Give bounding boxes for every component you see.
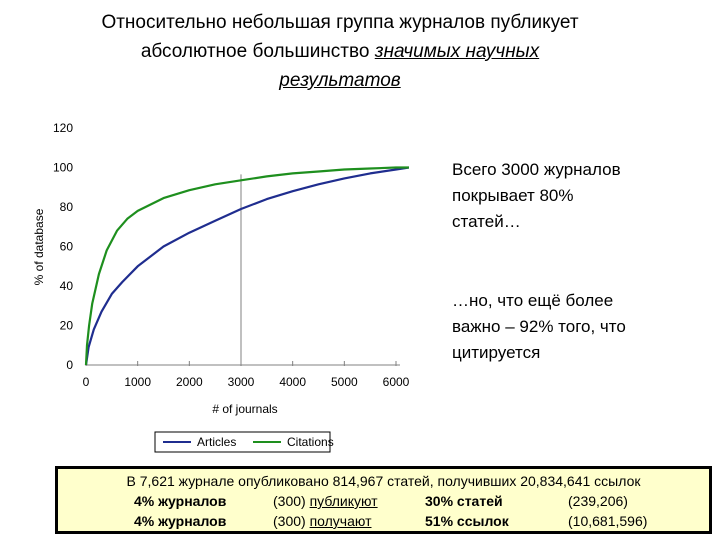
y-tick-label: 20 <box>60 319 74 333</box>
title-line-3-emphasis: результатов <box>279 70 401 91</box>
legend-entry: Citations <box>287 435 334 449</box>
annotation-citations-line: цитируется <box>452 343 541 362</box>
summary-verb: публикуют <box>309 493 378 509</box>
summary-count-value: (300) <box>273 493 306 509</box>
x-tick-label: 2000 <box>176 375 203 389</box>
summary-count: (300) публикуют <box>273 493 378 509</box>
summary-count-value: (300) <box>273 513 306 529</box>
summary-percent: 51% ссылок <box>425 513 509 529</box>
y-tick-label: 60 <box>60 240 74 254</box>
x-axis-label: # of journals <box>212 402 277 416</box>
summary-box: В 7,621 журнале опубликовано 814,967 ста… <box>55 466 712 534</box>
series-line-articles <box>84 166 410 366</box>
summary-number: (239,206) <box>568 493 628 509</box>
y-tick-label: 100 <box>53 161 73 175</box>
x-tick-label: 6000 <box>383 375 410 389</box>
slide-title: Относительно небольшая группа журналов п… <box>40 8 640 95</box>
x-tick-label: 3000 <box>228 375 255 389</box>
y-axis-label: % of database <box>32 208 46 285</box>
title-line-3: результатов <box>40 66 640 95</box>
y-tick-label: 0 <box>66 358 73 372</box>
annotation-citations-line: важно – 92% того, что <box>452 317 626 336</box>
annotation-citations-line: …но, что ещё более <box>452 291 614 310</box>
summary-number: (10,681,596) <box>568 513 648 529</box>
summary-line: В 7,621 журнале опубликовано 814,967 ста… <box>126 473 641 489</box>
legend-box <box>154 431 331 453</box>
summary-percent: 30% статей <box>425 493 503 509</box>
x-tick-label: 4000 <box>279 375 306 389</box>
annotation-articles: Всего 3000 журналов покрывает 80% статей… <box>452 157 702 235</box>
series-line-citations <box>84 166 409 366</box>
title-line-2-plain: абсолютное большинство <box>140 41 375 62</box>
summary-count: (300) получают <box>273 513 372 529</box>
title-line-2: абсолютное большинство значимых научных <box>40 37 640 66</box>
x-tick-label: 0 <box>83 375 90 389</box>
annotation-articles-line: покрывает 80% <box>452 186 574 205</box>
legend-entry: Articles <box>197 435 236 449</box>
annotation-articles-line: статей… <box>452 212 521 231</box>
annotation-citations: …но, что ещё более важно – 92% того, что… <box>452 288 702 366</box>
y-tick-label: 40 <box>60 279 74 293</box>
annotation-articles-line: Всего 3000 журналов <box>452 160 621 179</box>
title-line-1: Относительно небольшая группа журналов п… <box>101 12 579 33</box>
y-tick-label: 120 <box>53 121 73 135</box>
x-tick-label: 5000 <box>331 375 358 389</box>
x-tick-label: 1000 <box>124 375 151 389</box>
summary-verb: получают <box>309 513 372 529</box>
title-line-2-emphasis: значимых научных <box>374 41 540 62</box>
y-tick-label: 80 <box>60 200 74 214</box>
summary-share: 4% журналов <box>134 513 227 529</box>
summary-share: 4% журналов <box>134 493 227 509</box>
